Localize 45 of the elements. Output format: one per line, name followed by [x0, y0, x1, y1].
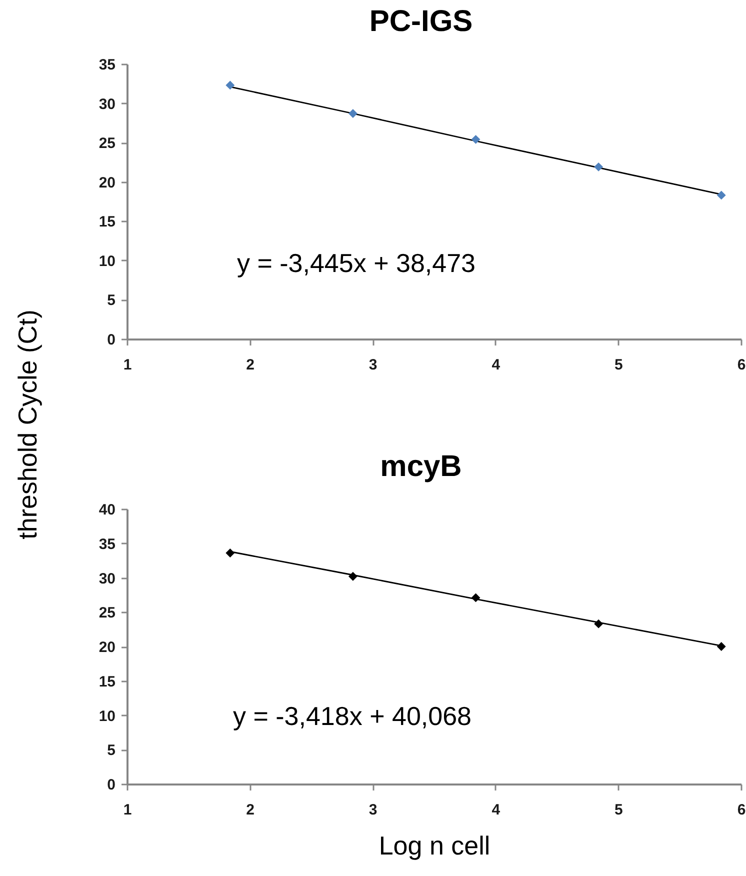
y-tick-label: 30: [98, 96, 116, 113]
x-tick-label: 5: [614, 356, 623, 374]
y-tick-label: 30: [98, 570, 116, 588]
y-tick-label: 10: [98, 708, 116, 725]
point: [226, 548, 235, 558]
x-tick-label: 1: [123, 356, 132, 374]
y-tick-label: 35: [98, 536, 116, 553]
point: [594, 162, 604, 172]
annotation: y = -3,418x + 40,068: [233, 701, 472, 731]
y-tick-label: 5: [107, 742, 116, 760]
x-axis-title: Log n cell: [378, 830, 490, 860]
point: [348, 572, 358, 581]
y-tick-label: 0: [107, 776, 116, 794]
x-tick-label: 2: [246, 356, 254, 374]
point: [716, 642, 726, 651]
y-tick-label: 20: [98, 639, 116, 656]
point: [471, 593, 480, 602]
point: [471, 134, 480, 144]
y-tick-label: 0: [107, 332, 116, 348]
y-tick-label: 25: [98, 604, 116, 622]
y-tick-label: 15: [98, 673, 116, 690]
point: [716, 190, 726, 200]
y-tick-label: 10: [98, 252, 116, 270]
point: [594, 619, 604, 628]
x-tick-label: 4: [492, 802, 501, 818]
chart-title: mcyB: [380, 450, 462, 483]
point: [348, 109, 358, 118]
chart-title: PC-IGS: [369, 5, 473, 38]
y-tick-label: 5: [107, 292, 116, 310]
x-tick-label: 3: [368, 802, 378, 818]
x-tick-label: 1: [123, 802, 132, 818]
x-tick-label: 4: [492, 356, 501, 374]
x-tick-label: 5: [614, 802, 623, 818]
y-tick-label: 40: [98, 502, 116, 518]
annotation: y = -3,445x + 38,473: [237, 248, 476, 278]
y-tick-label: 35: [98, 56, 116, 74]
x-tick-label: 6: [737, 356, 746, 374]
y-tick-label: 15: [98, 214, 116, 231]
x-tick-label: 3: [368, 356, 378, 374]
y-tick-label: 25: [98, 135, 116, 152]
point: [226, 80, 235, 90]
x-tick-label: 2: [246, 802, 254, 818]
y-axis-title: threshold Cycle (Ct): [12, 310, 42, 540]
y-tick-label: 20: [98, 174, 116, 192]
x-tick-label: 6: [737, 802, 746, 818]
